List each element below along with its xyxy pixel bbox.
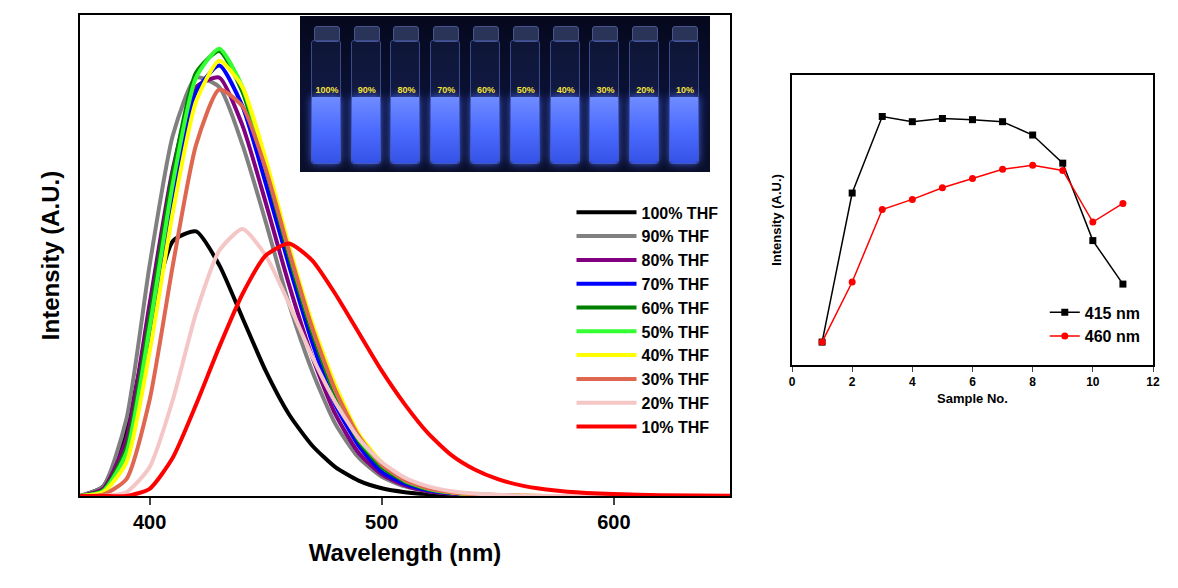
svg-text:30% THF: 30% THF xyxy=(642,371,710,388)
html-text:50%: 50% xyxy=(516,85,535,95)
svg-text:20% THF: 20% THF xyxy=(642,395,710,412)
svg-text:100% THF: 100% THF xyxy=(642,205,719,222)
svg-text:Intensity (A.U.): Intensity (A.U.) xyxy=(37,171,64,340)
svg-text:4: 4 xyxy=(909,375,916,389)
svg-text:10: 10 xyxy=(1086,375,1100,389)
svg-text:50% THF: 50% THF xyxy=(642,324,710,341)
html-text:70%: 70% xyxy=(437,85,456,95)
svg-text:0: 0 xyxy=(789,375,796,389)
html-text:10%: 10% xyxy=(676,85,695,95)
svg-text:2: 2 xyxy=(849,375,856,389)
html-text:100%: 100% xyxy=(315,85,339,95)
svg-text:Wavelength (nm): Wavelength (nm) xyxy=(309,539,501,566)
svg-text:415 nm: 415 nm xyxy=(1085,305,1140,322)
html-text:40%: 40% xyxy=(556,85,575,95)
svg-text:6: 6 xyxy=(969,375,976,389)
html-text:30%: 30% xyxy=(596,85,615,95)
svg-text:500: 500 xyxy=(365,511,398,533)
svg-text:Intensity (A.U.): Intensity (A.U.) xyxy=(769,174,784,266)
svg-text:70% THF: 70% THF xyxy=(642,276,710,293)
html-text:80%: 80% xyxy=(397,85,416,95)
svg-text:60% THF: 60% THF xyxy=(642,300,710,317)
svg-text:Sample No.: Sample No. xyxy=(937,391,1008,406)
html-text:60%: 60% xyxy=(477,85,496,95)
svg-text:80% THF: 80% THF xyxy=(642,252,710,269)
svg-text:400: 400 xyxy=(133,511,166,533)
svg-text:600: 600 xyxy=(597,511,630,533)
svg-text:40% THF: 40% THF xyxy=(642,347,710,364)
svg-text:90% THF: 90% THF xyxy=(642,228,710,245)
html-text:90%: 90% xyxy=(357,85,376,95)
svg-text:10% THF: 10% THF xyxy=(642,419,710,436)
svg-text:460 nm: 460 nm xyxy=(1085,328,1140,345)
html-text:20%: 20% xyxy=(636,85,655,95)
svg-text:12: 12 xyxy=(1146,375,1160,389)
svg-text:8: 8 xyxy=(1029,375,1036,389)
